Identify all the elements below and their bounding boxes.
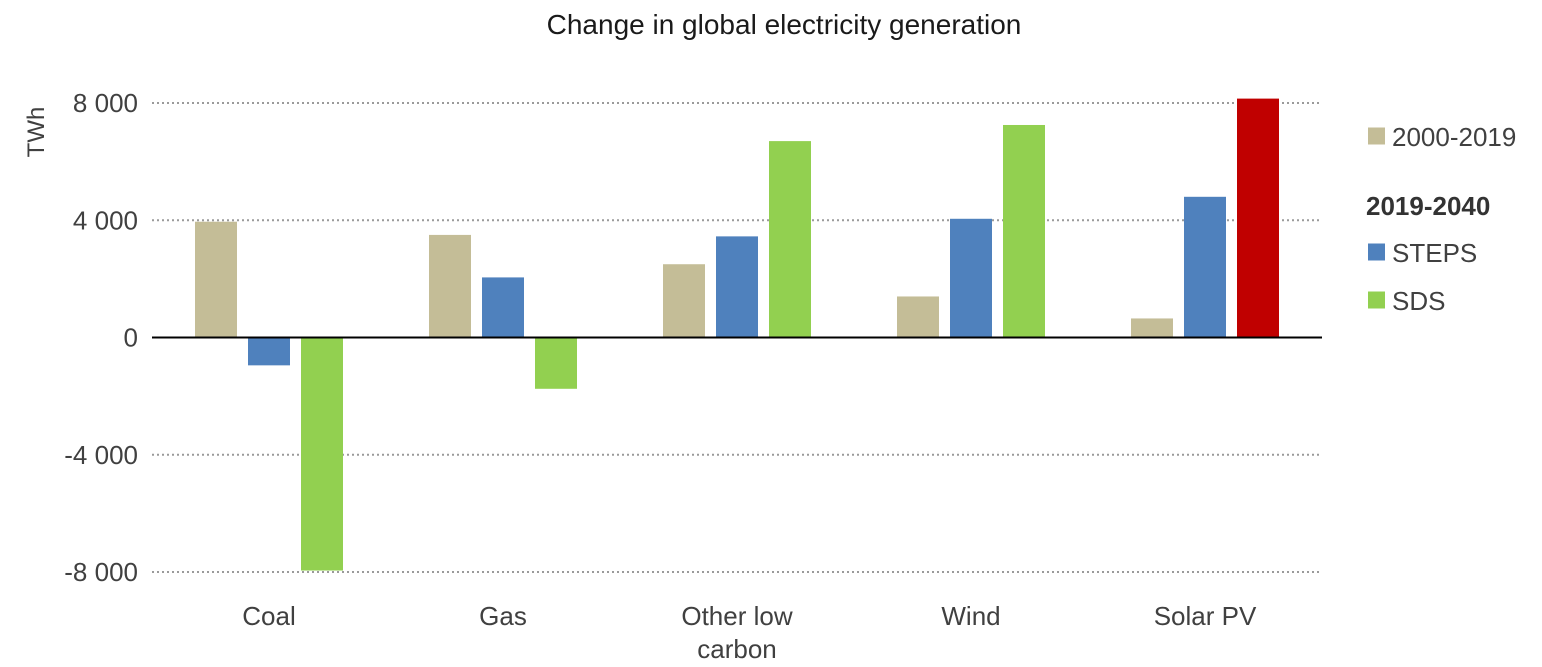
y-tick-label: -8 000 [64, 557, 138, 587]
bar [1237, 98, 1279, 338]
legend-label: SDS [1392, 286, 1445, 316]
bar [897, 296, 939, 338]
y-axis-label: TWh [23, 107, 50, 158]
legend-label: STEPS [1392, 238, 1477, 268]
legend-swatch [1368, 291, 1385, 309]
y-tick-label: 0 [124, 323, 138, 353]
bar [535, 337, 577, 389]
bar [429, 234, 471, 338]
gridlines [152, 102, 1322, 573]
y-tick-label: 8 000 [73, 88, 138, 118]
category-label: Other low [681, 601, 792, 631]
category-label: Wind [941, 601, 1000, 631]
legend-group-heading: 2019-2040 [1366, 191, 1490, 221]
bar [950, 218, 992, 338]
bar [1003, 124, 1045, 338]
bar [195, 221, 237, 338]
y-axis-ticks: 8 000 4 000 0 -4 000 -8 000 [64, 88, 138, 587]
bar [1131, 318, 1173, 338]
bar [769, 141, 811, 338]
bar [482, 277, 524, 338]
y-tick-label: -4 000 [64, 440, 138, 470]
bar [301, 337, 343, 571]
category-label: Gas [479, 601, 527, 631]
legend-swatch [1368, 243, 1385, 261]
bar [663, 264, 705, 338]
legend: 2000-2019 2019-2040 STEPS SDS [1366, 122, 1516, 316]
bar [716, 236, 758, 338]
bar [1184, 196, 1226, 338]
legend-label: 2000-2019 [1392, 122, 1516, 152]
category-label: Coal [242, 601, 295, 631]
bar [248, 337, 290, 366]
category-label: Solar PV [1154, 601, 1257, 631]
bars [195, 98, 1279, 571]
y-tick-label: 4 000 [73, 205, 138, 235]
chart-title: Change in global electricity generation [547, 9, 1022, 40]
legend-swatch [1368, 127, 1385, 145]
category-label: carbon [697, 634, 777, 664]
